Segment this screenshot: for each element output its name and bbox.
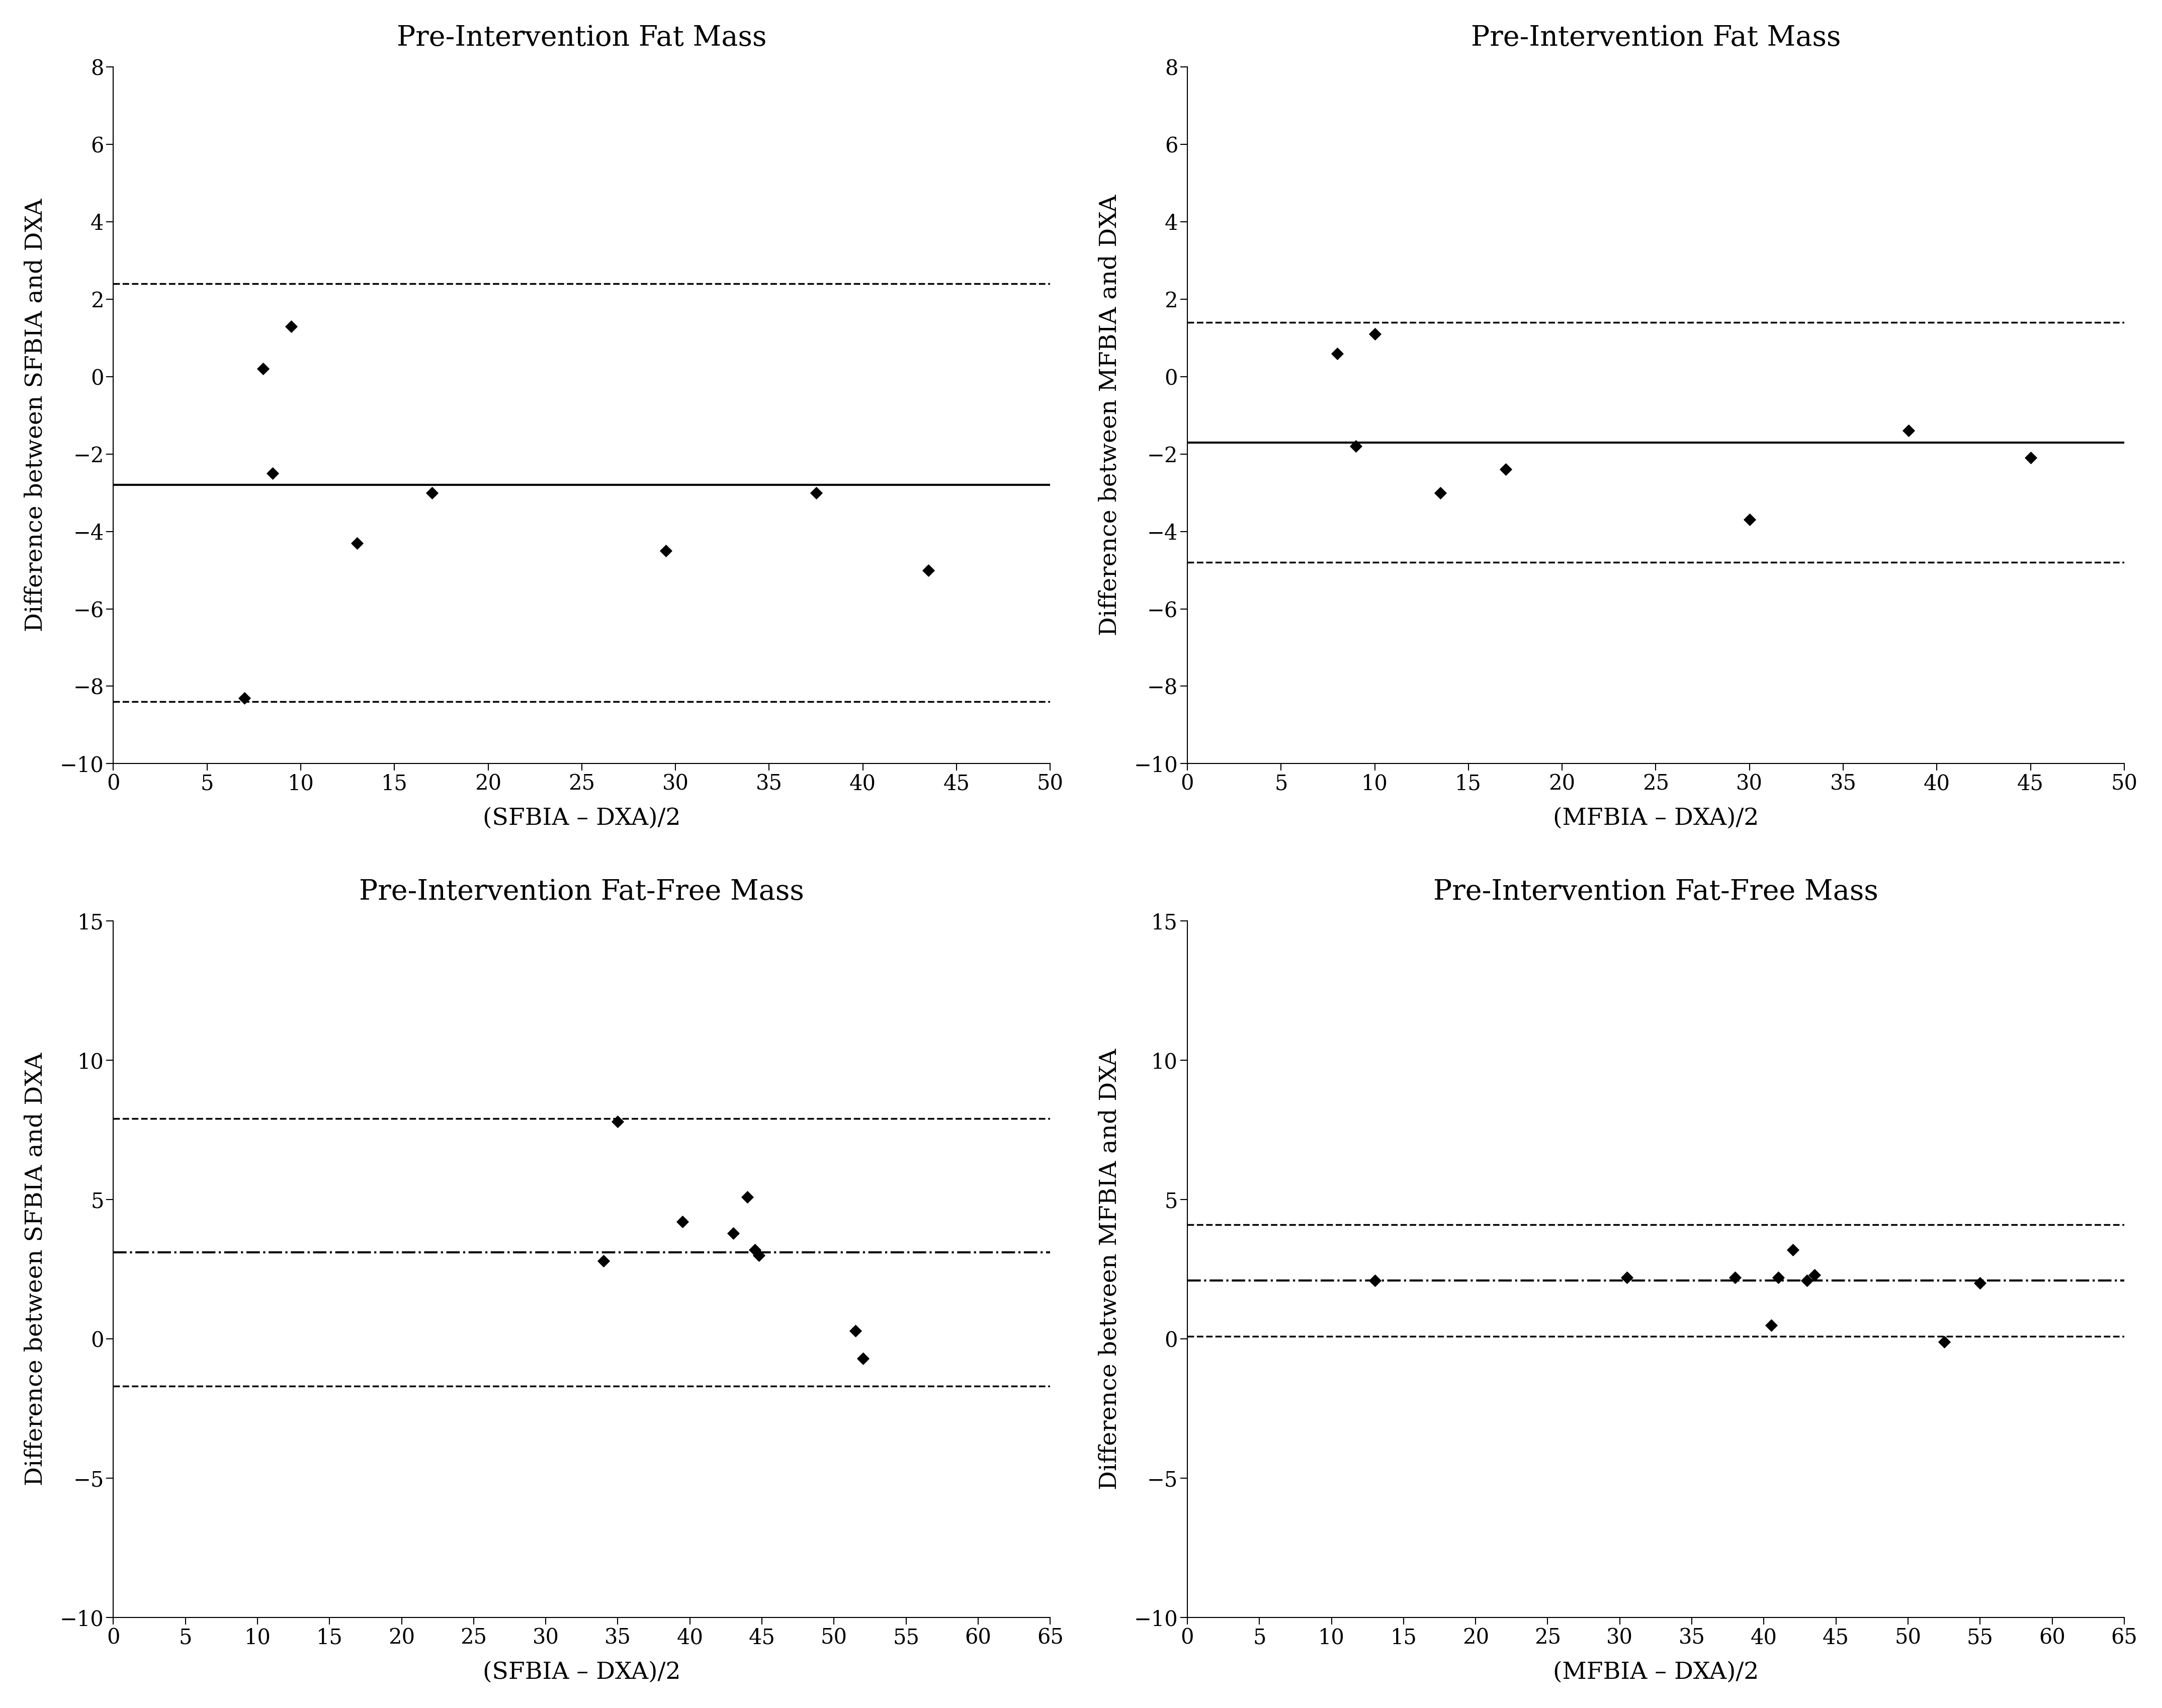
Point	[255, 459, 290, 487]
Point	[1926, 1329, 1961, 1356]
Title: Pre-Intervention Fat Mass: Pre-Intervention Fat Mass	[1470, 24, 1840, 51]
Point	[1490, 456, 1524, 483]
Point	[649, 536, 683, 564]
Point	[1753, 1312, 1788, 1339]
Point	[737, 1237, 772, 1264]
Point	[1775, 1237, 1810, 1264]
Point	[275, 313, 309, 340]
Title: Pre-Intervention Fat-Free Mass: Pre-Intervention Fat-Free Mass	[1433, 878, 1879, 905]
Y-axis label: Difference between MFBIA and DXA: Difference between MFBIA and DXA	[1098, 195, 1122, 635]
Point	[246, 355, 281, 383]
X-axis label: (SFBIA – DXA)/2: (SFBIA – DXA)/2	[482, 1660, 681, 1684]
Point	[339, 529, 374, 557]
Point	[1358, 1267, 1392, 1295]
Point	[910, 557, 945, 584]
Point	[1963, 1269, 1998, 1296]
Point	[1358, 321, 1392, 348]
Point	[601, 1108, 636, 1136]
Point	[2013, 444, 2047, 471]
Point	[1321, 340, 1356, 367]
Point	[586, 1247, 620, 1274]
Point	[1611, 1264, 1645, 1291]
Point	[1892, 417, 1926, 444]
Y-axis label: Difference between SFBIA and DXA: Difference between SFBIA and DXA	[24, 1052, 48, 1486]
Point	[415, 478, 450, 506]
Point	[1423, 478, 1457, 506]
Point	[731, 1184, 765, 1211]
Point	[1797, 1261, 1831, 1288]
Point	[227, 685, 262, 712]
Y-axis label: Difference between SFBIA and DXA: Difference between SFBIA and DXA	[24, 198, 48, 632]
Point	[1719, 1264, 1753, 1291]
Point	[839, 1317, 873, 1344]
Point	[1732, 506, 1766, 533]
Point	[666, 1208, 700, 1235]
Point	[845, 1344, 880, 1372]
Title: Pre-Intervention Fat-Free Mass: Pre-Intervention Fat-Free Mass	[359, 878, 804, 905]
Point	[1790, 1267, 1825, 1295]
Point	[1762, 1264, 1797, 1291]
X-axis label: (MFBIA – DXA)/2: (MFBIA – DXA)/2	[1552, 1660, 1758, 1684]
X-axis label: (SFBIA – DXA)/2: (SFBIA – DXA)/2	[482, 806, 681, 830]
Point	[1338, 432, 1373, 459]
Title: Pre-Intervention Fat Mass: Pre-Intervention Fat Mass	[398, 24, 768, 51]
Point	[716, 1220, 750, 1247]
Point	[798, 478, 832, 506]
Y-axis label: Difference between MFBIA and DXA: Difference between MFBIA and DXA	[1098, 1049, 1122, 1489]
Point	[742, 1242, 776, 1269]
X-axis label: (MFBIA – DXA)/2: (MFBIA – DXA)/2	[1552, 806, 1758, 830]
